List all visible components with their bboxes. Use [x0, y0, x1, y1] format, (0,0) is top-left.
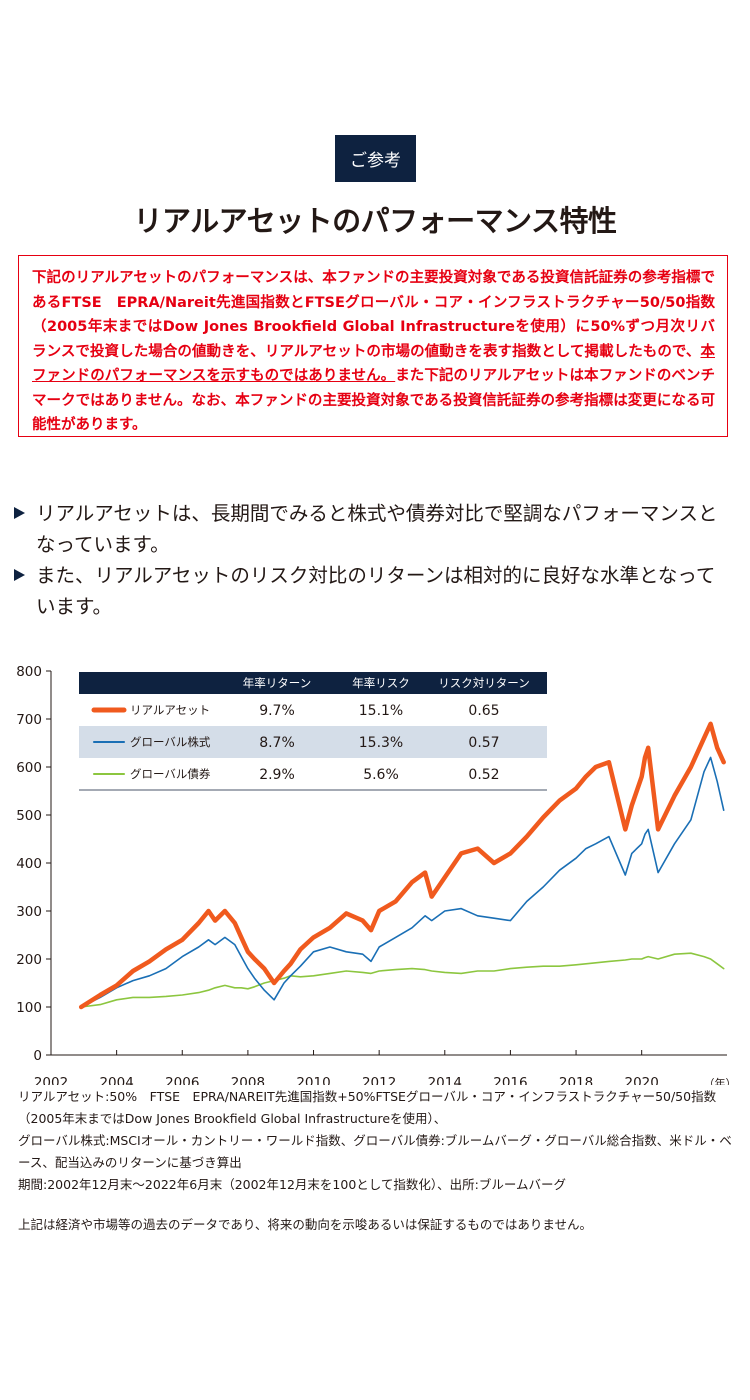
y-tick-label: 800 [16, 664, 42, 680]
x-tick-label: 2010 [296, 1075, 330, 1085]
triangle-bullet-icon [14, 569, 25, 581]
page-title: リアルアセットのパフォーマンス特性 [133, 204, 617, 238]
y-tick-label: 400 [16, 856, 42, 872]
stats-table-header: リスク対リターン [438, 676, 529, 690]
x-tick-label: 2006 [165, 1075, 199, 1085]
y-tick-label: 100 [16, 1000, 42, 1016]
stats-ratio-value: 0.57 [468, 735, 499, 751]
footnotes: リアルアセット:50% FTSE EPRA/NAREIT先進国指数+50%FTS… [18, 1086, 738, 1196]
x-tick-label: 2004 [99, 1075, 133, 1085]
bullet-list: リアルアセットは、長期間でみると株式や債券対比で堅調なパフォーマンスとなっていま… [14, 498, 732, 622]
y-tick-label: 700 [16, 712, 42, 728]
disclaimer: 上記は経済や市場等の過去のデータであり、将来の動向を示唆あるいは保証するものでは… [18, 1217, 593, 1232]
footnote-line: グローバル株式:MSCIオール・カントリー・ワールド指数、グローバル債券:ブルー… [18, 1133, 732, 1170]
legend-label: グローバル債券 [130, 767, 211, 781]
stats-ratio-value: 0.65 [468, 703, 499, 719]
stats-table-header: 年率リターン [243, 676, 311, 690]
x-tick-label: 2020 [624, 1075, 658, 1085]
y-tick-label: 500 [16, 808, 42, 824]
legend-label: リアルアセット [130, 703, 210, 717]
performance-chart: 0 100 200 300 400 500 600 700 800 2002 2004 2006 200… [16, 664, 737, 1085]
notice-text-b: また下記のリアルアセットは本ファンドのベンチマークではありません。なお、本ファン… [32, 368, 715, 433]
footnote-line: リアルアセット:50% FTSE EPRA/NAREIT先進国指数+50%FTS… [18, 1089, 717, 1126]
stats-risk-value: 5.6% [363, 767, 399, 783]
reference-badge: ご参考 [335, 135, 416, 182]
bullet-text: また、リアルアセットのリスク対比のリターンは相対的に良好な水準となっています。 [36, 564, 716, 618]
bullet-item: リアルアセットは、長期間でみると株式や債券対比で堅調なパフォーマンスとなっていま… [14, 498, 732, 560]
stats-risk-value: 15.3% [359, 735, 403, 751]
stats-return-value: 2.9% [259, 767, 295, 783]
stats-return-value: 8.7% [259, 735, 295, 751]
footnote-line: 期間:2002年12月末～2022年6月末（2002年12月末を100として指数… [18, 1177, 566, 1192]
triangle-bullet-icon [14, 507, 25, 519]
x-unit-label: （年） [704, 1076, 737, 1085]
series-line-1 [80, 756, 725, 1008]
stats-return-value: 9.7% [259, 703, 295, 719]
notice-text-underline: 本ファンドのパフォーマンスを示すものではありません。 [32, 343, 715, 385]
legend-label: グローバル株式 [130, 735, 211, 749]
y-tick-label: 0 [33, 1048, 42, 1064]
bullet-text: リアルアセットは、長期間でみると株式や債券対比で堅調なパフォーマンスとなっていま… [36, 502, 718, 556]
bullet-item: また、リアルアセットのリスク対比のリターンは相対的に良好な水準となっています。 [14, 560, 732, 622]
series-line-2 [80, 952, 725, 1008]
x-tick-label: 2016 [493, 1075, 527, 1085]
stats-table-header: 年率リスク [352, 676, 410, 690]
stats-risk-value: 15.1% [359, 703, 403, 719]
notice-text-a: 下記のリアルアセットのパフォーマンスは、本ファンドの主要投資対象である投資信託証… [32, 270, 715, 360]
stats-ratio-value: 0.52 [468, 767, 499, 783]
y-tick-label: 200 [16, 952, 42, 968]
x-tick-label: 2014 [428, 1075, 462, 1085]
notice-box: 下記のリアルアセットのパフォーマンスは、本ファンドの主要投資対象である投資信託証… [18, 255, 728, 437]
series-line-0 [78, 721, 726, 1010]
x-tick-label: 2008 [231, 1075, 265, 1085]
x-tick-label: 2018 [559, 1075, 593, 1085]
x-tick-label: 2012 [362, 1075, 396, 1085]
stats-table-header-bg [79, 672, 547, 694]
y-tick-label: 300 [16, 904, 42, 920]
stats-table-row-highlight [79, 726, 547, 758]
y-tick-label: 600 [16, 760, 42, 776]
x-tick-label: 2002 [34, 1075, 68, 1085]
